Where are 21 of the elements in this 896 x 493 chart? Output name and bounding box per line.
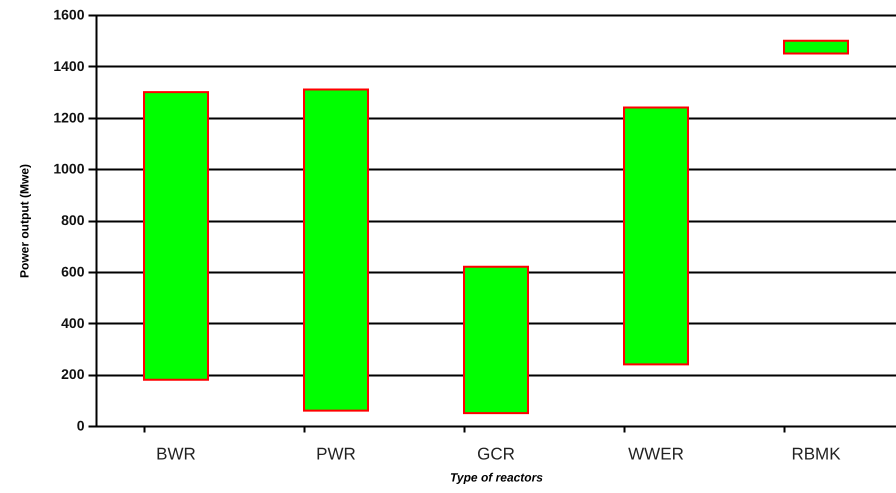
bar — [303, 88, 369, 412]
y-tick-label: 1200 — [53, 109, 85, 126]
y-tick-label: 400 — [61, 314, 85, 331]
bar — [143, 91, 209, 381]
x-tick-label: GCR — [477, 444, 515, 464]
x-tick-label: BWR — [156, 444, 196, 464]
bar — [623, 106, 689, 366]
bar — [783, 40, 849, 55]
x-tick-label: WWER — [628, 444, 684, 464]
y-tick-label: 1400 — [53, 58, 85, 74]
y-tick-label: 600 — [61, 263, 85, 280]
bar — [463, 266, 529, 414]
y-tick-label: 200 — [61, 366, 85, 382]
x-tick-label: RBMK — [791, 444, 842, 464]
y-axis-title: Power output (Mwe) — [17, 164, 32, 278]
y-tick-label: 0 — [76, 418, 85, 434]
y-tick-label: 1600 — [53, 6, 85, 22]
y-tick-label: 1000 — [53, 160, 85, 177]
y-tick-label: 800 — [61, 212, 85, 228]
x-tick-label: PWR — [316, 444, 356, 464]
x-axis-title: Type of reactors — [450, 470, 544, 484]
